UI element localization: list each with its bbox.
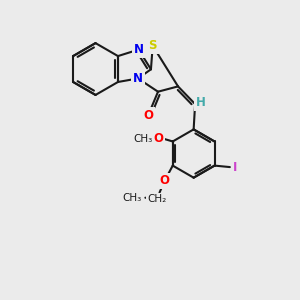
Text: CH₃: CH₃ [134, 134, 153, 143]
Text: CH₃: CH₃ [122, 193, 141, 203]
Text: CH₂: CH₂ [148, 194, 167, 204]
Text: O: O [160, 174, 170, 188]
Text: S: S [148, 39, 157, 52]
Text: O: O [154, 132, 164, 145]
Text: N: N [133, 72, 143, 85]
Text: N: N [134, 43, 144, 56]
Text: I: I [233, 160, 237, 174]
Text: O: O [144, 109, 154, 122]
Text: H: H [196, 96, 206, 109]
